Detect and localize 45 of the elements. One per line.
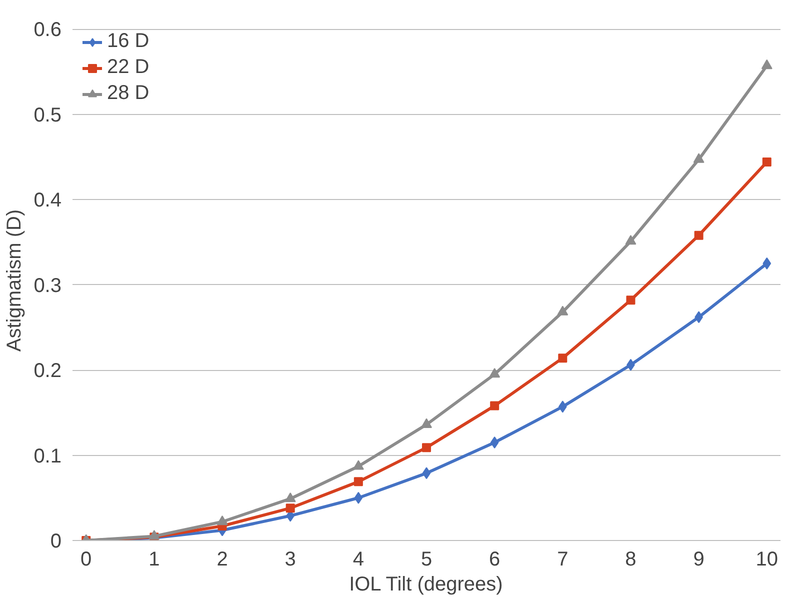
legend-label: 28 D <box>107 82 150 105</box>
point <box>558 400 567 413</box>
x-tick-label: 3 <box>284 548 296 570</box>
x-tick-label: 2 <box>216 548 228 570</box>
point <box>286 504 295 513</box>
point <box>762 158 772 167</box>
x-tick-label: 0 <box>80 548 92 570</box>
point <box>422 443 431 452</box>
y-tick-label: 0.6 <box>34 19 62 42</box>
y-tick-label: 0.5 <box>34 104 62 126</box>
point <box>625 235 636 245</box>
x-tick-label: 8 <box>625 548 636 570</box>
point <box>626 296 636 305</box>
point <box>421 418 432 428</box>
point <box>557 306 568 316</box>
point <box>489 368 500 378</box>
y-tick-label: 0.3 <box>34 274 62 297</box>
point <box>761 59 772 70</box>
x-tick-label: 6 <box>489 548 500 570</box>
point <box>422 467 431 480</box>
x-tick-label: 4 <box>352 548 364 570</box>
y-axis-title: Astigmatism (D) <box>4 209 26 352</box>
y-tick-label: 0 <box>50 530 62 552</box>
point <box>354 492 363 504</box>
point <box>558 354 568 363</box>
point <box>284 492 296 502</box>
y-tick-label: 0.2 <box>34 360 62 382</box>
x-axis-title: IOL Tilt (degrees) <box>349 574 503 596</box>
point <box>354 477 363 486</box>
point <box>216 515 228 526</box>
legend-label: 16 D <box>107 30 150 53</box>
y-tick-label: 0.1 <box>34 445 62 468</box>
point <box>490 401 500 410</box>
x-tick-label: 7 <box>557 548 568 570</box>
point <box>762 257 772 270</box>
point <box>352 460 364 470</box>
x-tick-label: 9 <box>693 548 704 570</box>
point <box>490 436 499 448</box>
point <box>694 230 704 240</box>
legend-label: 22 D <box>107 56 150 79</box>
x-tick-label: 10 <box>756 548 778 570</box>
x-tick-label: 1 <box>148 548 160 570</box>
point <box>693 153 704 163</box>
y-tick-label: 0.4 <box>34 190 62 212</box>
x-tick-label: 5 <box>420 548 432 570</box>
